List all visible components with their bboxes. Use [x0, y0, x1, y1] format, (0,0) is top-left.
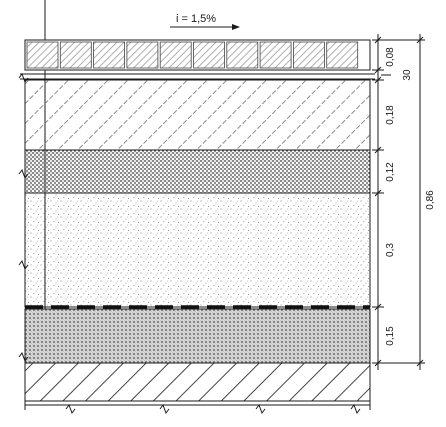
slope-label: i = 1,5% [176, 13, 216, 25]
subgrade [24, 362, 371, 402]
paving-tiles [26, 41, 359, 69]
paving-tile [59, 41, 92, 69]
layer-gravel [24, 308, 371, 364]
gap-label: 30 [402, 69, 413, 81]
thickness-label-paving: 0,08 [385, 47, 396, 67]
right-dimensions [372, 34, 425, 370]
layer-base-2 [24, 149, 371, 194]
paving-tile [326, 41, 359, 69]
total-thickness-label: 0,86 [425, 190, 436, 210]
paving-tile [159, 41, 192, 69]
paving-tile [259, 41, 292, 69]
paving-tile [193, 41, 225, 69]
paving-tile [226, 41, 259, 69]
thickness-label-base-2: 0,12 [385, 162, 396, 182]
bottom-dimension [24, 392, 371, 415]
paving-tile [93, 41, 125, 69]
thickness-label-base-1: 0,18 [385, 105, 396, 125]
thickness-label-sand: 0,3 [385, 243, 396, 257]
layer-base-1 [24, 79, 371, 151]
paving-tile [292, 41, 325, 69]
layer-sand [24, 192, 371, 308]
paving-tile [126, 41, 159, 69]
layer-paving-stones [24, 39, 371, 71]
thickness-label-gravel: 0,15 [385, 326, 396, 346]
break-marks-left [18, 72, 29, 363]
paving-tile [26, 41, 59, 69]
slope-indicator: i = 1,5% [170, 13, 240, 30]
slope-arrow-icon [232, 24, 240, 30]
